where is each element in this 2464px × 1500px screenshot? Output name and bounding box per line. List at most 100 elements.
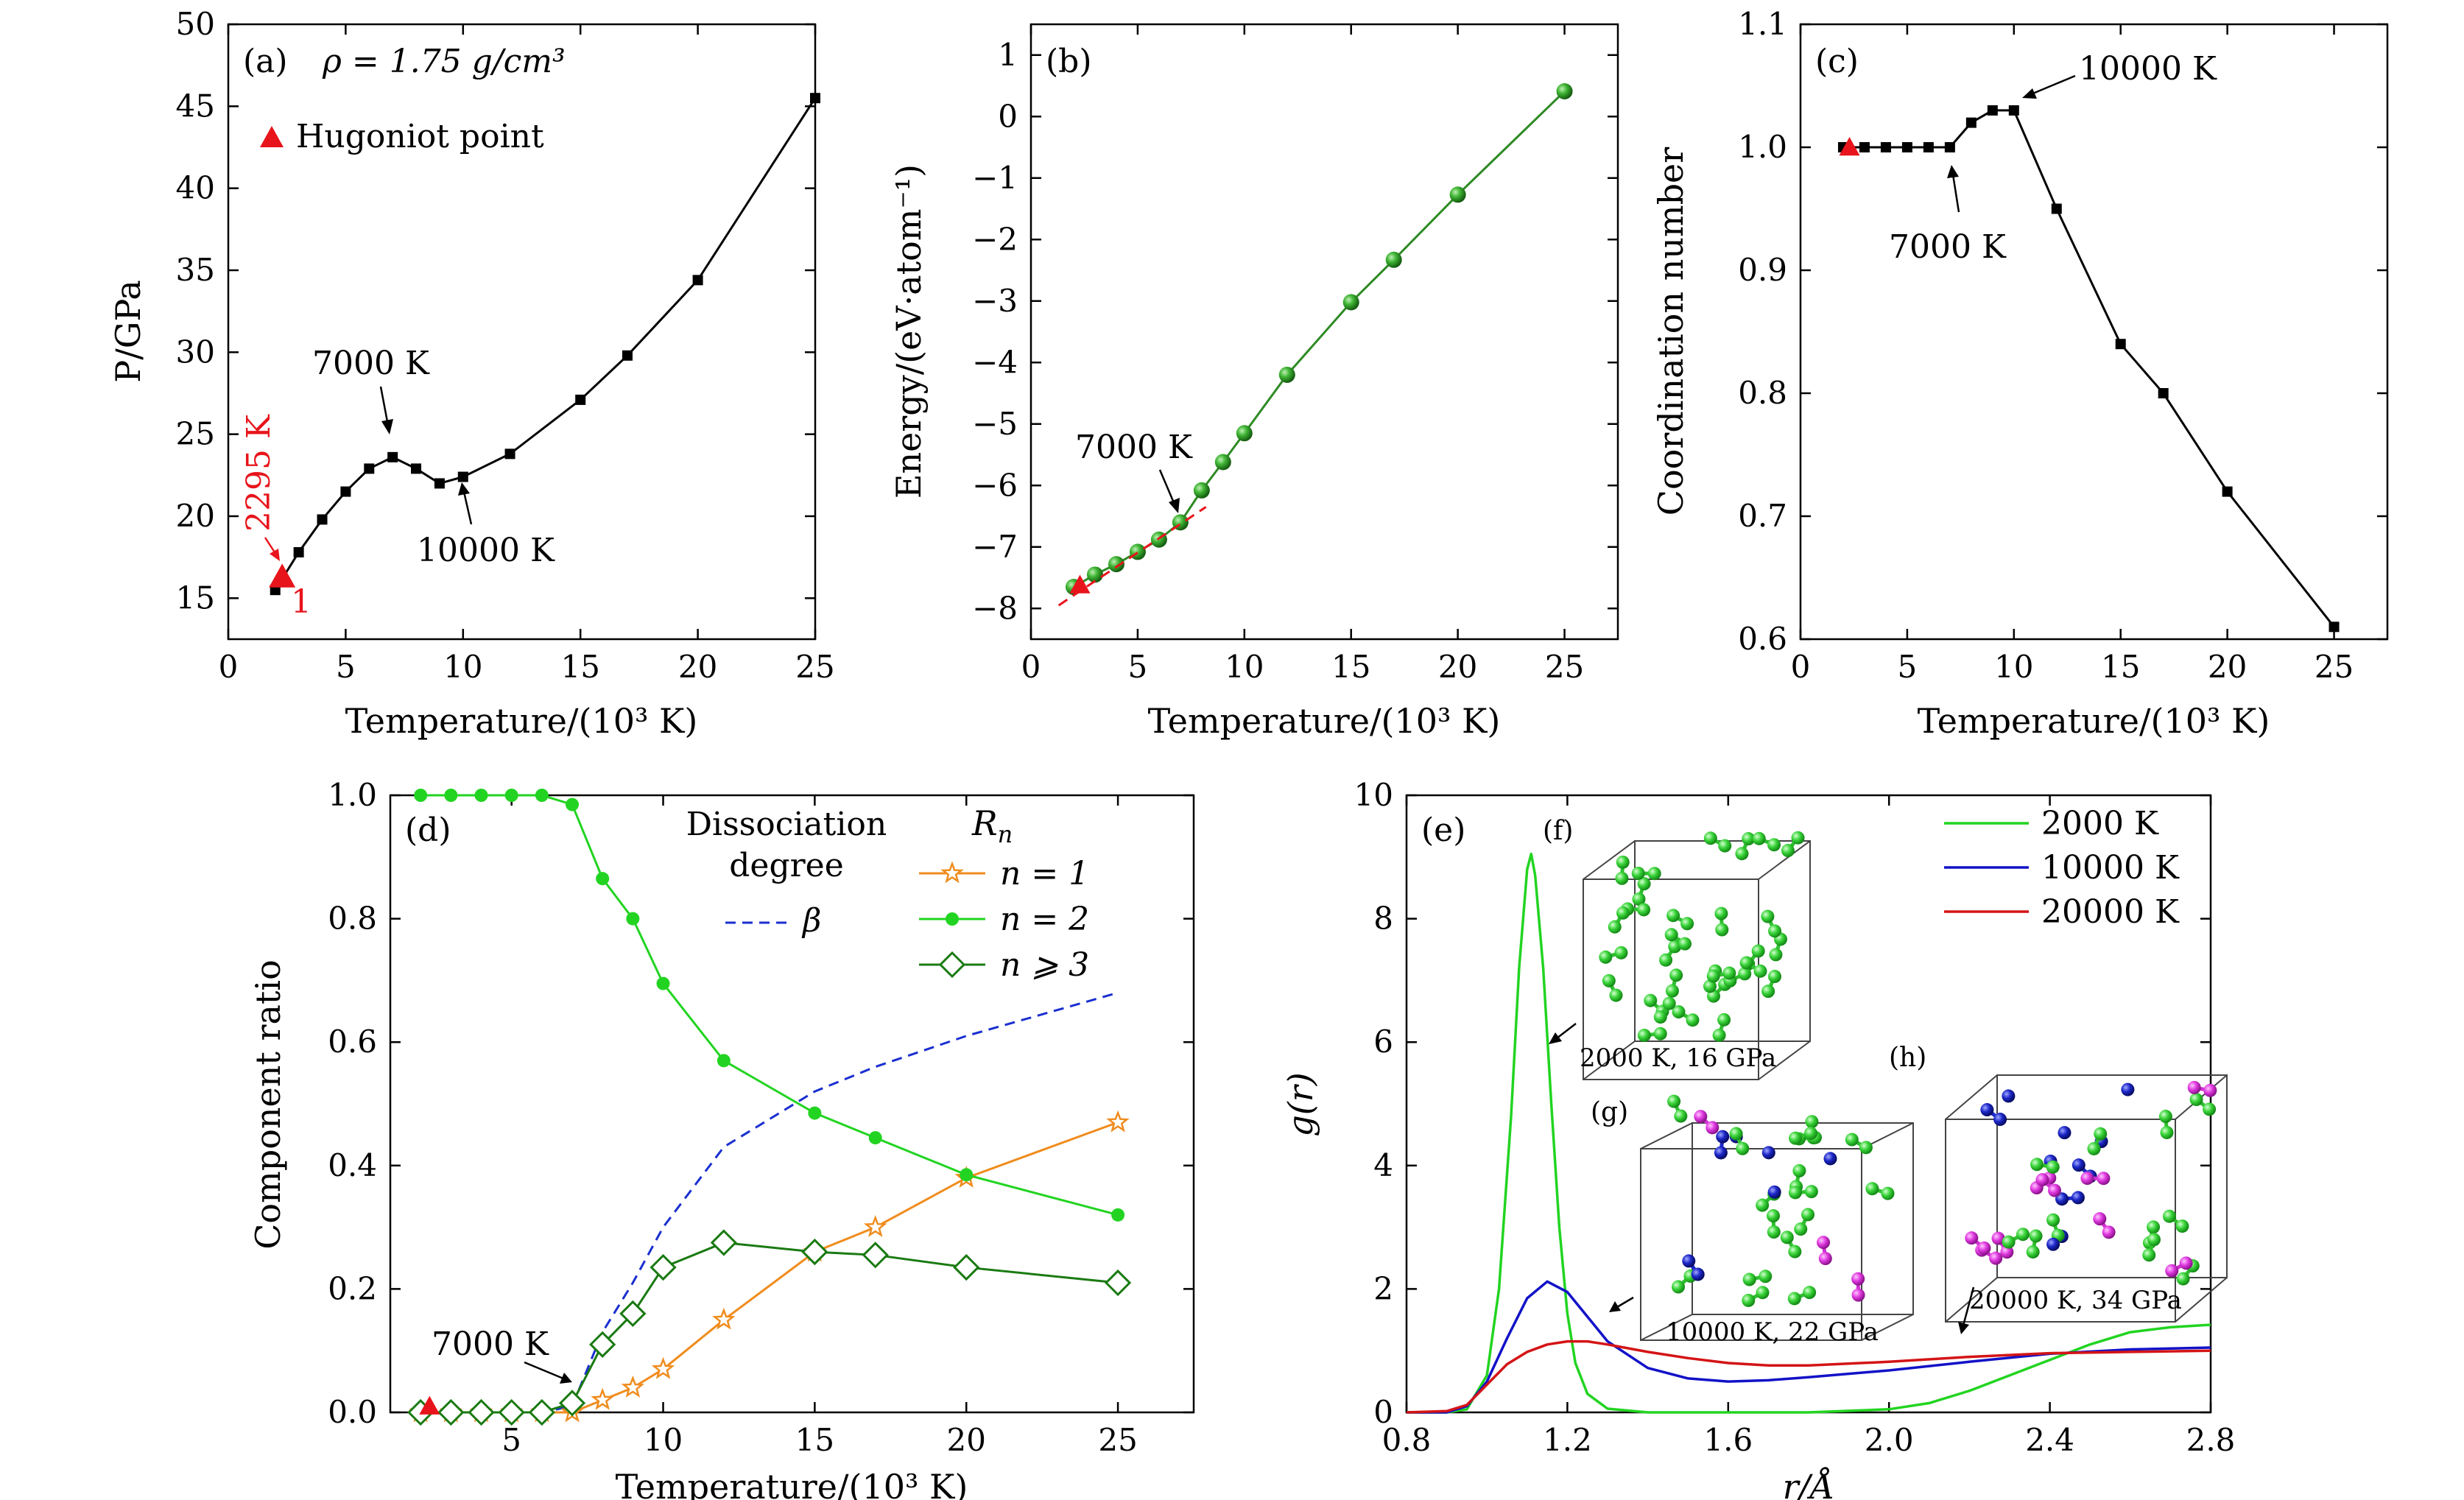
atom xyxy=(1756,1286,1770,1300)
atom xyxy=(1817,1236,1831,1250)
atom xyxy=(1715,923,1729,937)
atom xyxy=(1718,839,1732,853)
data-point xyxy=(535,789,549,802)
atom xyxy=(2187,1080,2201,1094)
atom xyxy=(1686,1013,1700,1027)
inset-g: (g) 10000 K, 22 GPa xyxy=(1591,1094,1914,1347)
atom xyxy=(1714,1146,1728,1160)
series-line xyxy=(1407,1280,2211,1414)
data-point xyxy=(868,1131,882,1145)
y-tick-label: 30 xyxy=(176,334,215,370)
x-tick-label: 20 xyxy=(1438,649,1477,685)
legend-label: 2000 K xyxy=(2041,805,2159,842)
y-axis-label: g(r) xyxy=(1281,1072,1320,1136)
y-tick-label: 0.9 xyxy=(1738,252,1787,288)
data-point xyxy=(1944,142,1955,152)
arrow-7000k xyxy=(524,1361,564,1380)
y-tick-label: −2 xyxy=(972,221,1018,257)
data-point xyxy=(1901,142,1912,152)
data-point xyxy=(712,1307,736,1330)
atom xyxy=(2016,1228,2030,1242)
atom xyxy=(1767,1185,1781,1199)
atom xyxy=(1714,906,1728,920)
atom xyxy=(1801,1208,1815,1222)
inset-label: (h) xyxy=(1889,1043,1926,1073)
atom xyxy=(1993,1113,2007,1127)
data-point xyxy=(1859,142,1870,152)
data-point xyxy=(589,1331,616,1358)
atom xyxy=(1644,993,1658,1007)
legend-title-r: R xyxy=(971,803,998,843)
atom xyxy=(1599,950,1613,964)
atom xyxy=(1753,964,1767,978)
arrow-7000k xyxy=(1951,174,1960,213)
atom xyxy=(1761,985,1775,999)
atom xyxy=(1668,940,1682,954)
data-point xyxy=(1923,142,1934,152)
y-tick-label: 0.2 xyxy=(328,1270,377,1306)
atom xyxy=(1794,1222,1808,1236)
y-tick-label: 50 xyxy=(176,6,215,42)
data-point xyxy=(1880,142,1891,152)
x-tick-label: 5 xyxy=(1898,649,1918,685)
data-point xyxy=(651,1356,675,1379)
inset-h-molecule-render xyxy=(1945,1074,2228,1323)
atom xyxy=(1792,1163,1806,1177)
legend-label: 20000 K xyxy=(2041,893,2180,931)
data-point xyxy=(1111,1208,1125,1222)
inset-arrow xyxy=(1962,1286,1975,1326)
atom xyxy=(1664,928,1678,942)
legend-title-dissociation: Dissociation xyxy=(686,806,887,843)
atom xyxy=(1767,970,1781,984)
data-point xyxy=(468,1398,495,1426)
atom xyxy=(1766,1209,1780,1223)
atom xyxy=(2026,1245,2040,1259)
box-edge xyxy=(1945,1074,1998,1120)
atom xyxy=(1682,1254,1696,1268)
atom xyxy=(1780,1230,1794,1244)
axes: 0 5 10 15 20 25 0.6 0.7 0.8 0.9 1.0 1.1 xyxy=(1738,6,2387,685)
atom xyxy=(2189,1093,2203,1107)
arrowhead-10000k xyxy=(2022,88,2037,99)
y-tick-label: 8 xyxy=(1373,901,1393,937)
atom xyxy=(1694,1110,1708,1124)
box-edge xyxy=(1861,1314,1914,1341)
atom xyxy=(2162,1209,2176,1223)
atom xyxy=(1609,988,1623,1002)
y-tick-label: 25 xyxy=(176,416,215,452)
atom xyxy=(1788,1244,1802,1258)
atom xyxy=(2071,1191,2085,1205)
y-tick-label: 1 xyxy=(998,37,1018,73)
x-axis-label: Temperature/(10³ K) xyxy=(1148,701,1501,741)
data-point xyxy=(591,1387,615,1410)
x-tick-label: 2.0 xyxy=(1865,1422,1914,1458)
atom xyxy=(1717,1013,1731,1027)
atom xyxy=(1859,1141,1873,1155)
atom xyxy=(2165,1264,2179,1278)
data-point xyxy=(717,1054,731,1068)
atom xyxy=(2071,1158,2085,1172)
x-tick-label: 5 xyxy=(1128,649,1148,685)
x-axis-label: Temperature/(10³ K) xyxy=(616,1467,968,1500)
atom xyxy=(2087,1141,2101,1155)
atom xyxy=(1751,944,1765,958)
x-tick-label: 25 xyxy=(1098,1422,1137,1458)
atom xyxy=(1767,838,1781,852)
atom xyxy=(1742,1293,1756,1307)
atom xyxy=(1739,956,1753,970)
series-group xyxy=(1837,105,2340,633)
inset-arrowhead xyxy=(1958,1322,1969,1334)
y-tick-label: −7 xyxy=(972,529,1018,565)
x-axis-label: Temperature/(10³ K) xyxy=(1918,701,2270,741)
series-group xyxy=(1057,83,1573,607)
y-axis-label: Component ratio xyxy=(248,959,288,1250)
atom xyxy=(1665,984,1679,998)
plot-frame xyxy=(1029,23,1619,641)
x-tick-label: 0 xyxy=(1021,649,1041,685)
atom xyxy=(1791,831,1805,845)
x-tick-label: 10 xyxy=(1994,649,2033,685)
data-point xyxy=(864,1215,887,1237)
arrow-7000k xyxy=(379,386,390,426)
x-axis-label: r/Å xyxy=(1783,1466,1835,1500)
